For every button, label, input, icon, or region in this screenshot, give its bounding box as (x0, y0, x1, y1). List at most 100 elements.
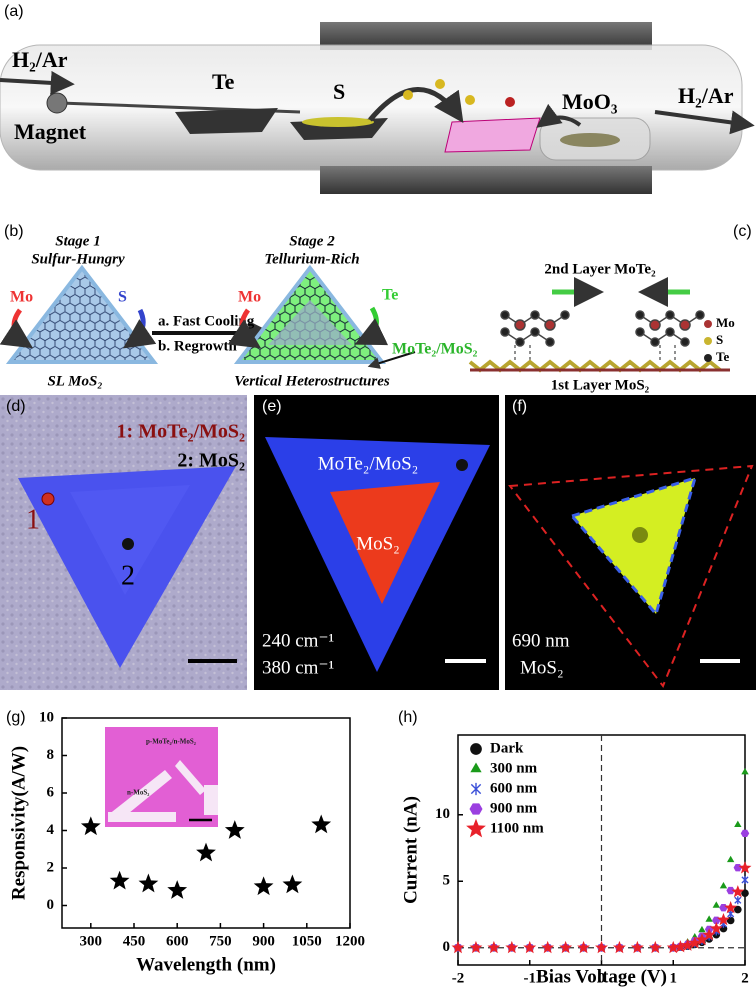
panel-e: (e) MoTe₂/MoS₂ MoS₂ 240 cm⁻¹ 380 cm⁻¹ (254, 395, 499, 690)
x-tick-label: 300 (80, 933, 103, 949)
marker-star (253, 876, 274, 896)
s-flow (368, 87, 464, 123)
panel-label: (c) (733, 223, 752, 240)
region-label: MoTe₂/MoS₂ (318, 453, 419, 474)
legend-label: 1100 nm (490, 820, 544, 836)
electrode (108, 770, 172, 822)
y-tick-label: 10 (435, 806, 450, 822)
sl-label: SL MoS₂ (47, 373, 102, 389)
inset-label: n-MoS₂ (127, 789, 149, 797)
wavenumber: 380 cm⁻¹ (262, 657, 334, 678)
marker-star (196, 842, 216, 862)
panel-label: (g) (6, 709, 26, 726)
panel-label: (h) (398, 709, 418, 726)
magnet-label: Magnet (14, 119, 87, 144)
marker-star (469, 940, 483, 954)
region-label: MoS₂ (356, 533, 400, 554)
panel-c: (c) 2nd Layer MoTe₂ 1st Layer MoS₂ Mo S … (468, 223, 752, 393)
point-label: 2 (121, 560, 135, 591)
marker-star (731, 885, 745, 898)
legend-label: Dark (490, 740, 524, 756)
x-tick-label: 450 (123, 933, 146, 949)
marker-triangle (719, 882, 728, 889)
legend-dot (704, 354, 712, 362)
wavelength: 690 nm (512, 630, 570, 651)
marker-star (688, 936, 702, 949)
panel-f: (f) 690 nm MoS₂ (505, 395, 756, 690)
marker-star (282, 874, 303, 894)
mo-flow (536, 103, 582, 128)
legend-dot (704, 337, 712, 345)
x-tick-label: 1200 (335, 933, 365, 949)
x-tick-label: 900 (252, 933, 275, 949)
marker-star (666, 940, 680, 954)
panel-label: (f) (512, 398, 527, 415)
legend-label: 900 nm (490, 800, 538, 816)
te-label: Te (382, 287, 398, 304)
s-powder (302, 117, 374, 127)
marker-hexagon (469, 803, 483, 815)
material: MoS₂ (520, 657, 564, 678)
legend-dot (704, 320, 712, 328)
marker-star (717, 913, 730, 926)
marker-circle (734, 905, 742, 914)
gas-out: H₂/Ar (678, 83, 734, 108)
pl-region (569, 475, 698, 618)
electrode (204, 785, 218, 815)
gas-out-arrow (654, 110, 755, 135)
electrode (108, 812, 176, 822)
te-boat (175, 108, 278, 134)
y-tick-label: 10 (39, 709, 54, 725)
marker-triangle (734, 820, 742, 827)
x-tick-label: 750 (209, 933, 232, 949)
defect (456, 459, 468, 471)
marker-star (138, 873, 159, 893)
substrate (444, 117, 541, 153)
marker-star (559, 940, 573, 954)
te-label: Te (212, 69, 235, 94)
marker-hexagon (726, 886, 735, 895)
marker-star (311, 814, 332, 834)
gas-in: H₂/Ar (12, 47, 68, 72)
stage-subtitle: Sulfur-Hungry (31, 251, 125, 267)
marker-star (630, 940, 644, 954)
marker-star (595, 940, 608, 954)
y-axis-title: Responsivity(A/W) (8, 746, 29, 900)
electrode (175, 760, 206, 795)
marker-triangle (470, 762, 482, 773)
marker-star (681, 938, 695, 951)
inset-label: p-MoTe₂/n-MoS₂ (146, 738, 196, 746)
y-tick-label: 8 (47, 747, 55, 763)
flake-outline (508, 464, 754, 688)
marker-star (487, 940, 501, 954)
marker-star (695, 932, 709, 946)
x-tick-label: -1 (524, 970, 537, 986)
marker-star (80, 816, 101, 836)
legend-label: S (716, 332, 723, 347)
panel-b: (b) Stage 1 Sulfur-Hungry Mo S SL MoS₂ a… (0, 223, 478, 389)
x-tick-label: 2 (741, 970, 749, 986)
marker-star (738, 861, 752, 874)
key: 1: MoTe₂/MoS₂ (117, 421, 245, 443)
marker-star (224, 820, 245, 839)
moo3-powder (560, 133, 620, 147)
marker-star (541, 940, 555, 954)
x-tick-label: 600 (166, 933, 189, 949)
gas-in-arrow (0, 70, 75, 95)
center-spot (632, 527, 648, 543)
marker-star (451, 940, 465, 954)
marker-x (734, 896, 742, 905)
legend-label: Mo (716, 315, 735, 330)
panel-label: (a) (4, 3, 24, 20)
marker-star (648, 940, 662, 954)
marker-hexagon (719, 904, 728, 912)
s-label: S (118, 289, 127, 306)
point-label: 1 (26, 504, 40, 535)
marker-star (109, 870, 130, 890)
marker-star (612, 940, 626, 954)
y-tick-label: 0 (443, 939, 451, 955)
y-tick-label: 0 (47, 897, 55, 913)
step: b. Regrowth (158, 338, 238, 354)
stage-subtitle: Tellurium-Rich (264, 251, 359, 267)
